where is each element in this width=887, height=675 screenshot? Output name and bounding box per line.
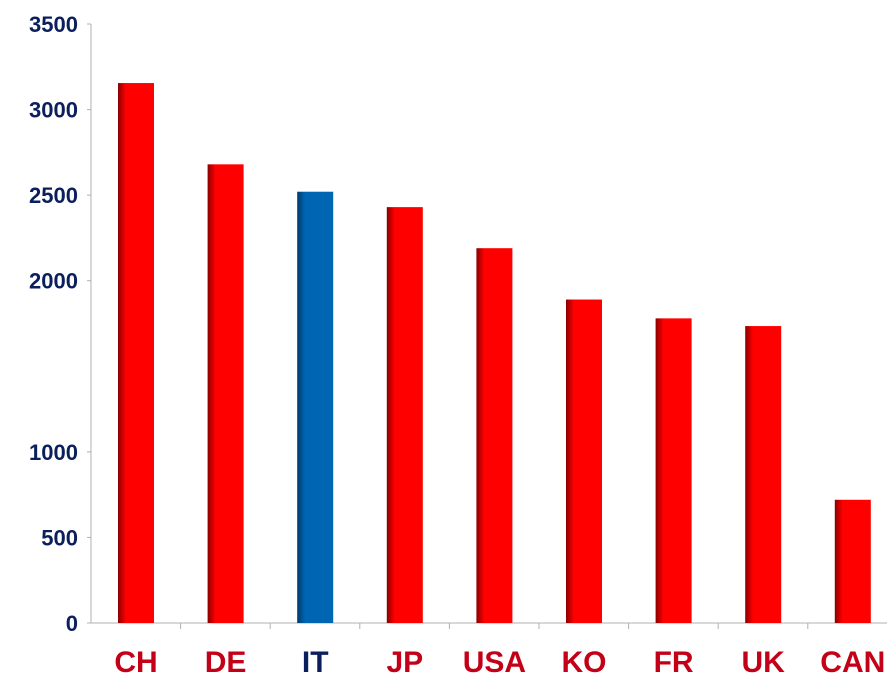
x-tick-label-fr: FR (654, 646, 694, 675)
x-tick-label-de: DE (205, 646, 247, 675)
bar-fr (655, 318, 692, 623)
bar-de (207, 164, 244, 623)
bars (118, 83, 871, 623)
bar-ch (118, 83, 154, 623)
y-tick-label: 2500 (29, 183, 78, 208)
x-axis-ticks (180, 623, 809, 629)
y-axis-ticks: 0 500 1000 2000 2500 3000 3500 (29, 12, 91, 636)
x-tick-label-jp: JP (386, 646, 423, 675)
y-tick-label: 0 (66, 611, 78, 636)
bar-it (297, 191, 334, 623)
y-tick-label: 500 (41, 525, 78, 550)
x-tick-label-it: IT (302, 646, 329, 675)
x-tick-label-usa: USA (463, 646, 526, 675)
bar-ko (566, 299, 602, 623)
y-tick-label: 2000 (29, 269, 78, 294)
y-tick-label: 3500 (29, 12, 78, 37)
y-tick-label: 1000 (29, 440, 78, 465)
bar-usa (476, 248, 513, 623)
x-tick-label-uk: UK (742, 646, 786, 675)
x-axis-labels: CH DE IT JP USA KO FR UK CAN (114, 646, 885, 675)
x-tick-label-ch: CH (114, 646, 157, 675)
y-tick-label: 3000 (29, 98, 78, 123)
x-tick-label-can: CAN (820, 646, 885, 675)
bar-uk (745, 326, 782, 623)
bar-can (834, 499, 871, 623)
bar-jp (386, 207, 423, 623)
x-tick-label-ko: KO (562, 646, 607, 675)
